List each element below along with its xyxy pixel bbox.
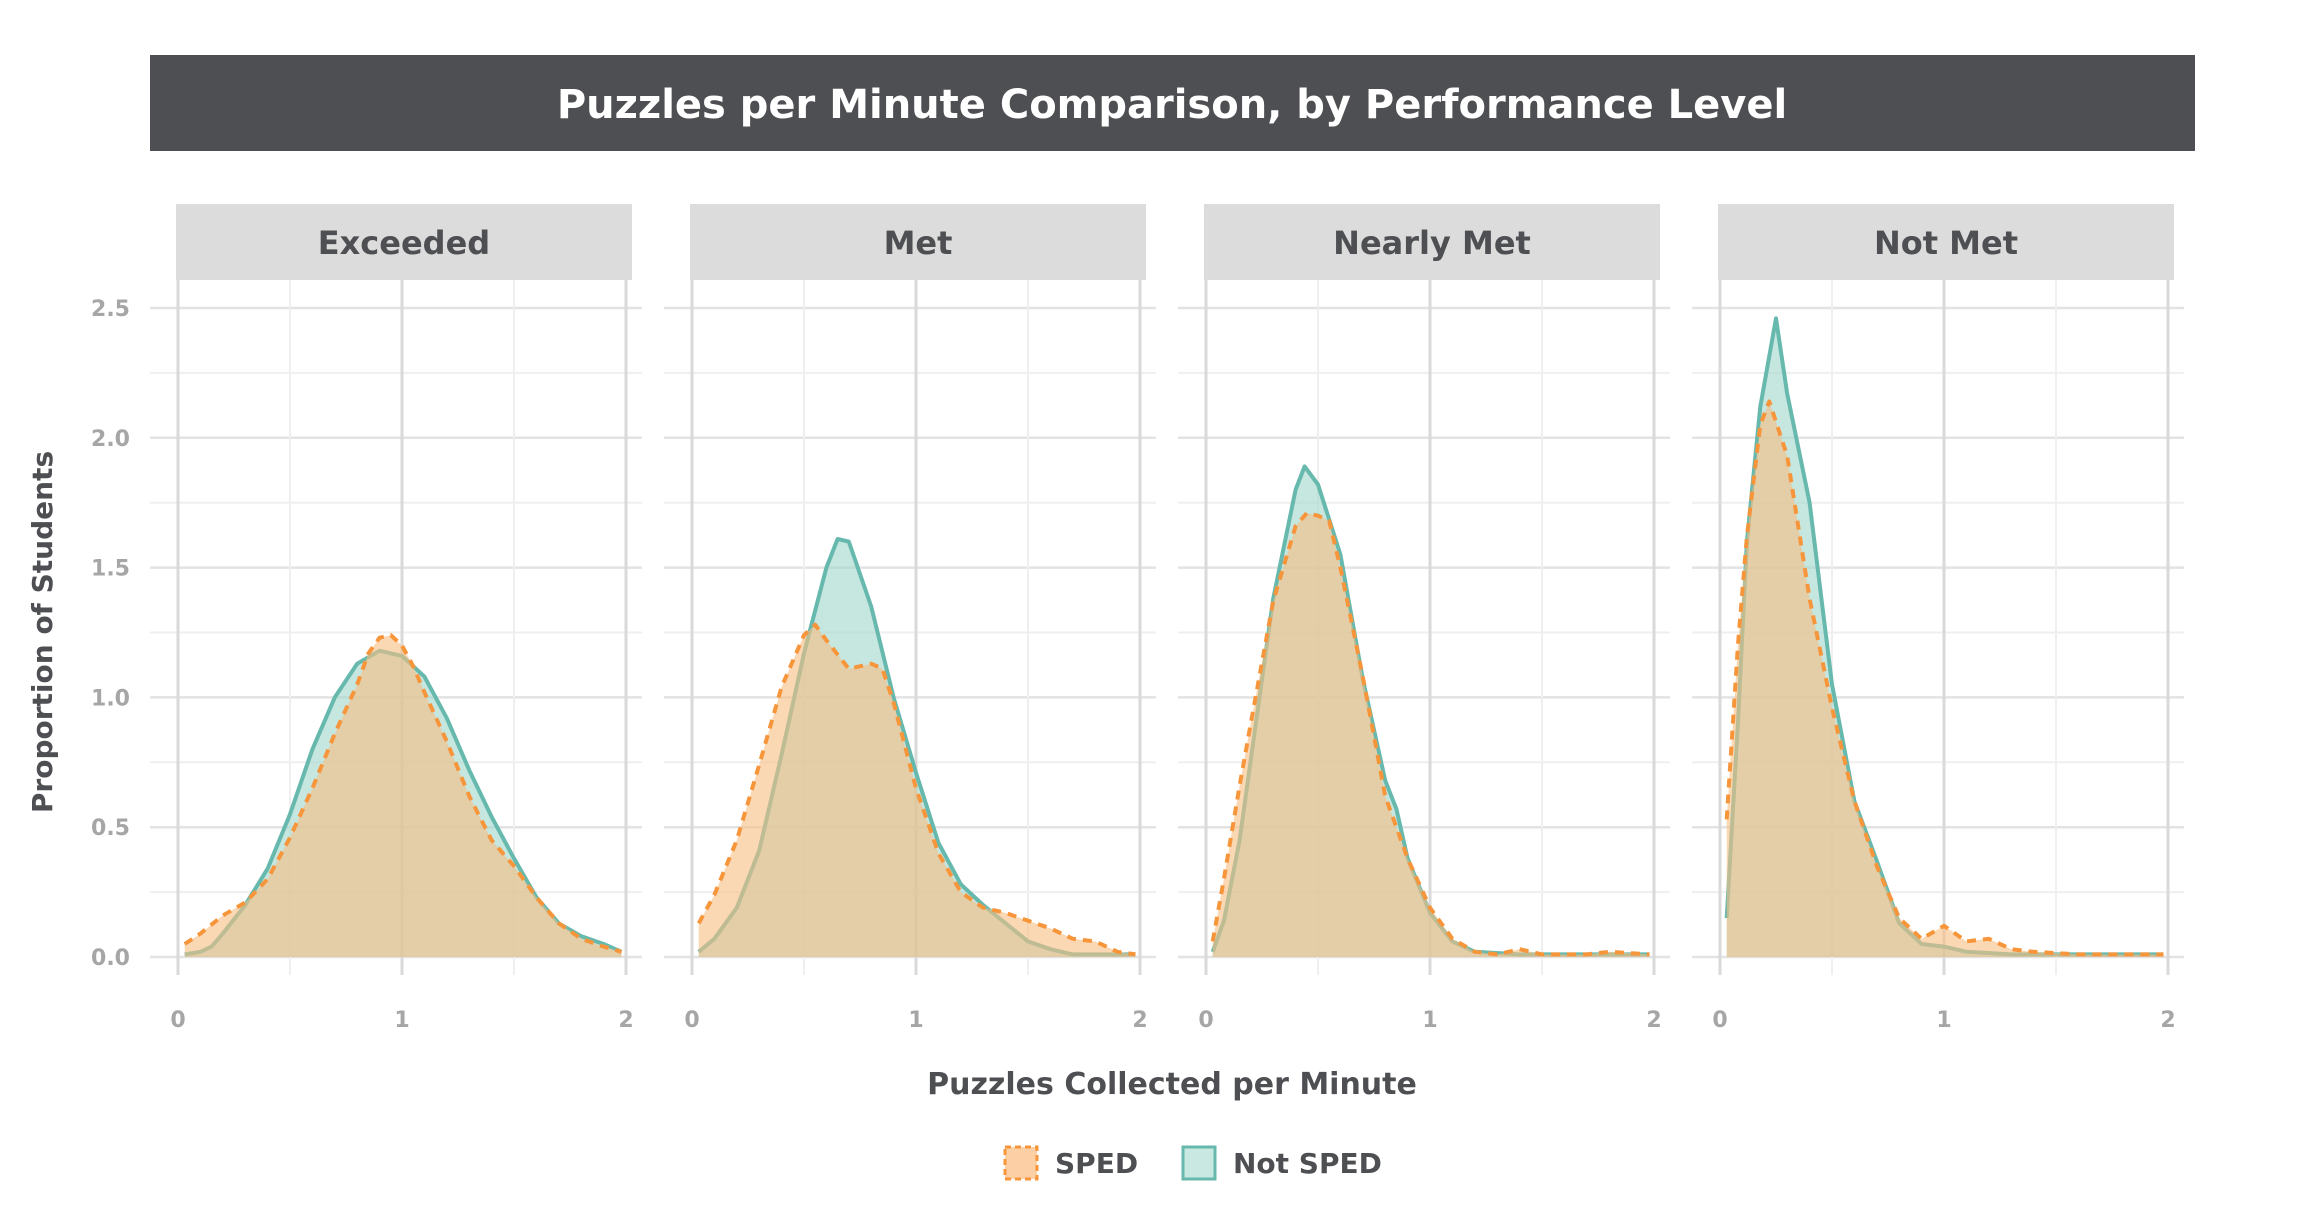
panel-met: Met 0 1 2 [664, 204, 1156, 1033]
x-tick-label: 1 [1936, 1008, 1951, 1033]
facet-title: Not Met [1874, 224, 2018, 262]
density-line-sped [1724, 399, 2164, 957]
density-area-sped [1726, 401, 2164, 957]
x-tick-label: 1 [908, 1008, 923, 1033]
y-tick-label: 0.5 [91, 816, 130, 841]
y-tick-label: 1.5 [91, 557, 130, 582]
x-tick-label: 0 [1198, 1008, 1213, 1033]
density-line-sped [183, 633, 623, 954]
facet-strip [1204, 204, 1660, 280]
x-tick-label: 2 [618, 1008, 633, 1033]
y-tick-label: 2.5 [91, 297, 130, 322]
y-tick-labels: 0.0 0.5 1.0 1.5 2.0 2.5 [91, 297, 130, 971]
x-tick-label: 1 [394, 1008, 409, 1033]
legend-label-not-sped: Not SPED [1233, 1147, 1382, 1180]
density-area-sped [698, 624, 1136, 957]
y-tick-label: 0.0 [91, 946, 130, 971]
facet-strip [690, 204, 1146, 280]
facet-panels: Exceeded 0 1 2 Met 0 1 2 Nearly Met 0 1 2 Not Met 0 1 2 [150, 204, 2184, 1033]
x-tick-label: 2 [1132, 1008, 1147, 1033]
y-tick-label: 1.0 [91, 686, 130, 711]
x-tick-label: 0 [1712, 1008, 1727, 1033]
legend-swatch-not-sped [1181, 1145, 1217, 1181]
panel-nearly-met: Nearly Met 0 1 2 [1178, 204, 1670, 1033]
legend: SPED Not SPED [1003, 1145, 1382, 1181]
x-axis-label: Puzzles Collected per Minute [927, 1067, 1417, 1102]
chart-title: Puzzles per Minute Comparison, by Perfor… [557, 82, 1787, 128]
facet-strip [1718, 204, 2174, 280]
y-axis-label: Proportion of Students [26, 451, 59, 813]
x-tick-label: 2 [1646, 1008, 1661, 1033]
panel-not-met: Not Met 0 1 2 [1692, 204, 2184, 1033]
x-tick-label: 0 [170, 1008, 185, 1033]
density-area-sped [1212, 513, 1650, 957]
facet-title: Exceeded [318, 224, 490, 262]
density-area-sped [184, 635, 622, 957]
x-tick-label: 0 [684, 1008, 699, 1033]
panel-exceeded: Exceeded 0 1 2 [150, 204, 642, 1033]
legend-label-sped: SPED [1055, 1147, 1138, 1180]
legend-swatch-sped [1003, 1145, 1039, 1181]
x-tick-label: 2 [2160, 1008, 2175, 1033]
x-tick-label: 1 [1422, 1008, 1437, 1033]
facet-title: Nearly Met [1333, 224, 1531, 262]
density-line-sped [696, 622, 1136, 957]
title-banner [150, 55, 2195, 151]
facet-strip [176, 204, 632, 280]
y-tick-label: 2.0 [91, 427, 130, 452]
facet-title: Met [884, 224, 953, 262]
